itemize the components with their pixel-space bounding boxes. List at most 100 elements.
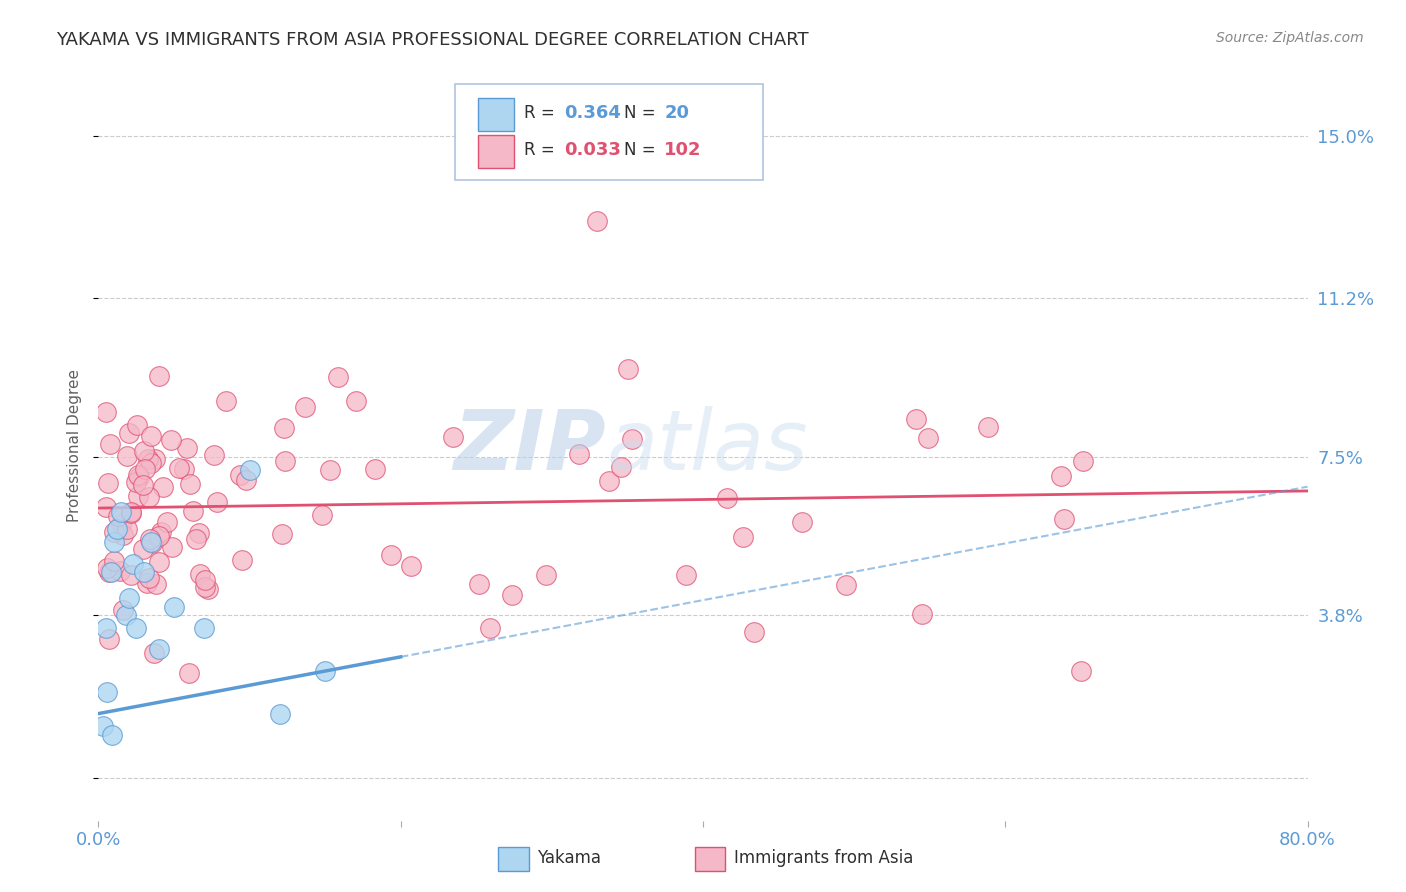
Point — [143, 452, 166, 467]
Text: 20: 20 — [664, 103, 689, 121]
Point — [835, 578, 858, 592]
Point — [568, 447, 591, 461]
Point — [150, 525, 173, 540]
Point — [1053, 512, 1076, 526]
Point — [156, 515, 179, 529]
Point — [101, 728, 124, 742]
Point — [94, 500, 117, 514]
FancyBboxPatch shape — [478, 135, 515, 168]
Point — [110, 564, 132, 578]
Point — [118, 591, 141, 605]
Point — [139, 532, 162, 546]
Point — [179, 477, 201, 491]
Point — [98, 437, 121, 451]
Point — [148, 529, 170, 543]
Point — [294, 401, 316, 415]
Point — [194, 580, 217, 594]
Point — [202, 448, 225, 462]
Point — [132, 566, 155, 580]
Point — [94, 405, 117, 419]
Point — [977, 419, 1000, 434]
Point — [399, 559, 422, 574]
Point — [132, 542, 155, 557]
Point — [235, 474, 257, 488]
Text: R =: R = — [524, 103, 555, 121]
Text: 0.364: 0.364 — [564, 103, 621, 121]
Point — [94, 621, 117, 635]
Point — [127, 418, 149, 433]
Point — [139, 456, 162, 470]
Point — [134, 461, 156, 475]
Point — [229, 468, 252, 483]
Point — [163, 599, 186, 614]
Point — [141, 535, 163, 549]
Point — [159, 433, 181, 447]
Point — [273, 421, 295, 435]
FancyBboxPatch shape — [478, 97, 515, 130]
Point — [188, 525, 211, 540]
Point — [135, 575, 157, 590]
Point — [110, 505, 132, 519]
Point — [148, 556, 170, 570]
Point — [207, 495, 229, 509]
Point — [231, 552, 253, 566]
Point — [162, 540, 184, 554]
Point — [111, 527, 134, 541]
Point — [239, 462, 262, 476]
Point — [311, 508, 333, 522]
Point — [536, 568, 558, 582]
Point — [152, 479, 174, 493]
Point — [314, 664, 336, 678]
Point — [142, 646, 165, 660]
Point — [138, 490, 160, 504]
Point — [917, 431, 939, 445]
Point — [91, 719, 114, 733]
Point — [468, 577, 491, 591]
Point — [326, 370, 349, 384]
Point — [141, 535, 163, 549]
Point — [177, 665, 200, 680]
Text: R =: R = — [524, 141, 555, 159]
Point — [127, 468, 149, 483]
Point — [273, 453, 295, 467]
Point — [145, 577, 167, 591]
Point — [103, 535, 125, 549]
Point — [186, 532, 208, 546]
Point — [127, 488, 149, 502]
Text: ZIP: ZIP — [454, 406, 606, 486]
Point — [610, 460, 633, 475]
FancyBboxPatch shape — [456, 84, 763, 180]
Point — [617, 362, 640, 376]
Point — [107, 509, 129, 524]
Point — [1070, 664, 1092, 678]
Point — [96, 561, 118, 575]
Point — [792, 516, 814, 530]
Point — [138, 452, 160, 467]
Point — [134, 444, 156, 458]
Point — [97, 632, 120, 646]
Point — [197, 582, 219, 596]
Point — [215, 394, 238, 409]
Point — [138, 571, 160, 585]
Point — [120, 505, 142, 519]
Point — [100, 566, 122, 580]
Point — [120, 506, 142, 520]
Point — [115, 449, 138, 463]
Point — [132, 478, 155, 492]
Text: Yakama: Yakama — [537, 849, 602, 867]
Point — [128, 470, 150, 484]
Point — [586, 214, 609, 228]
Point — [675, 568, 697, 582]
Point — [271, 526, 294, 541]
Point — [904, 412, 927, 426]
Point — [380, 548, 402, 562]
Point — [501, 588, 523, 602]
Text: N =: N = — [624, 103, 657, 121]
Point — [173, 461, 195, 475]
Point — [117, 522, 139, 536]
Text: atlas: atlas — [606, 406, 808, 486]
Text: Immigrants from Asia: Immigrants from Asia — [734, 849, 914, 867]
Point — [120, 568, 142, 582]
Point — [1050, 468, 1073, 483]
Point — [620, 432, 643, 446]
